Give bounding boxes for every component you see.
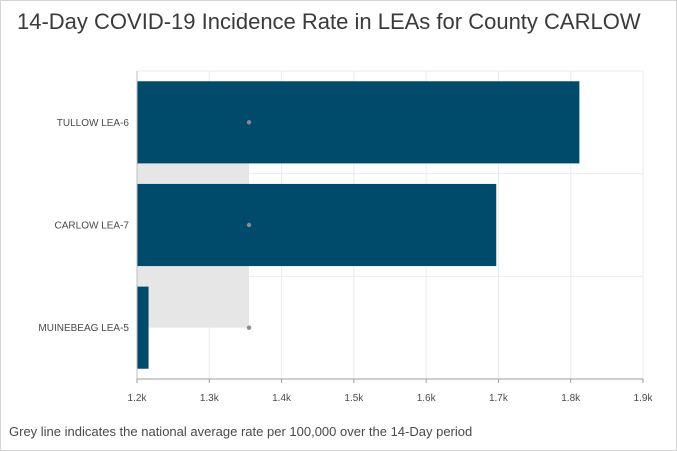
y-tick-label: CARLOW LEA-7 [55, 221, 130, 232]
bar [137, 286, 149, 369]
x-tick-label: 1.4k [272, 393, 292, 404]
national-average-marker [246, 120, 252, 125]
chart-footnote: Grey line indicates the national average… [9, 424, 473, 439]
x-tick-label: 1.3k [200, 393, 220, 404]
national-average-marker [246, 222, 252, 228]
chart-title: 14-Day COVID-19 Incidence Rate in LEAs f… [17, 9, 641, 34]
y-tick-label: TULLOW LEA-6 [57, 118, 130, 129]
x-tick-label: 1.8k [561, 393, 581, 404]
x-tick-label: 1.5k [344, 393, 364, 404]
y-tick-label: MUINEBEAG LEA-5 [38, 323, 129, 334]
x-tick-label: 1.2k [128, 393, 148, 404]
bar [137, 81, 580, 164]
national-average-marker [246, 325, 252, 330]
x-tick-label: 1.7k [489, 393, 509, 404]
bar [137, 183, 497, 267]
x-tick-label: 1.6k [417, 393, 437, 404]
x-tick-label: 1.9k [634, 393, 654, 404]
